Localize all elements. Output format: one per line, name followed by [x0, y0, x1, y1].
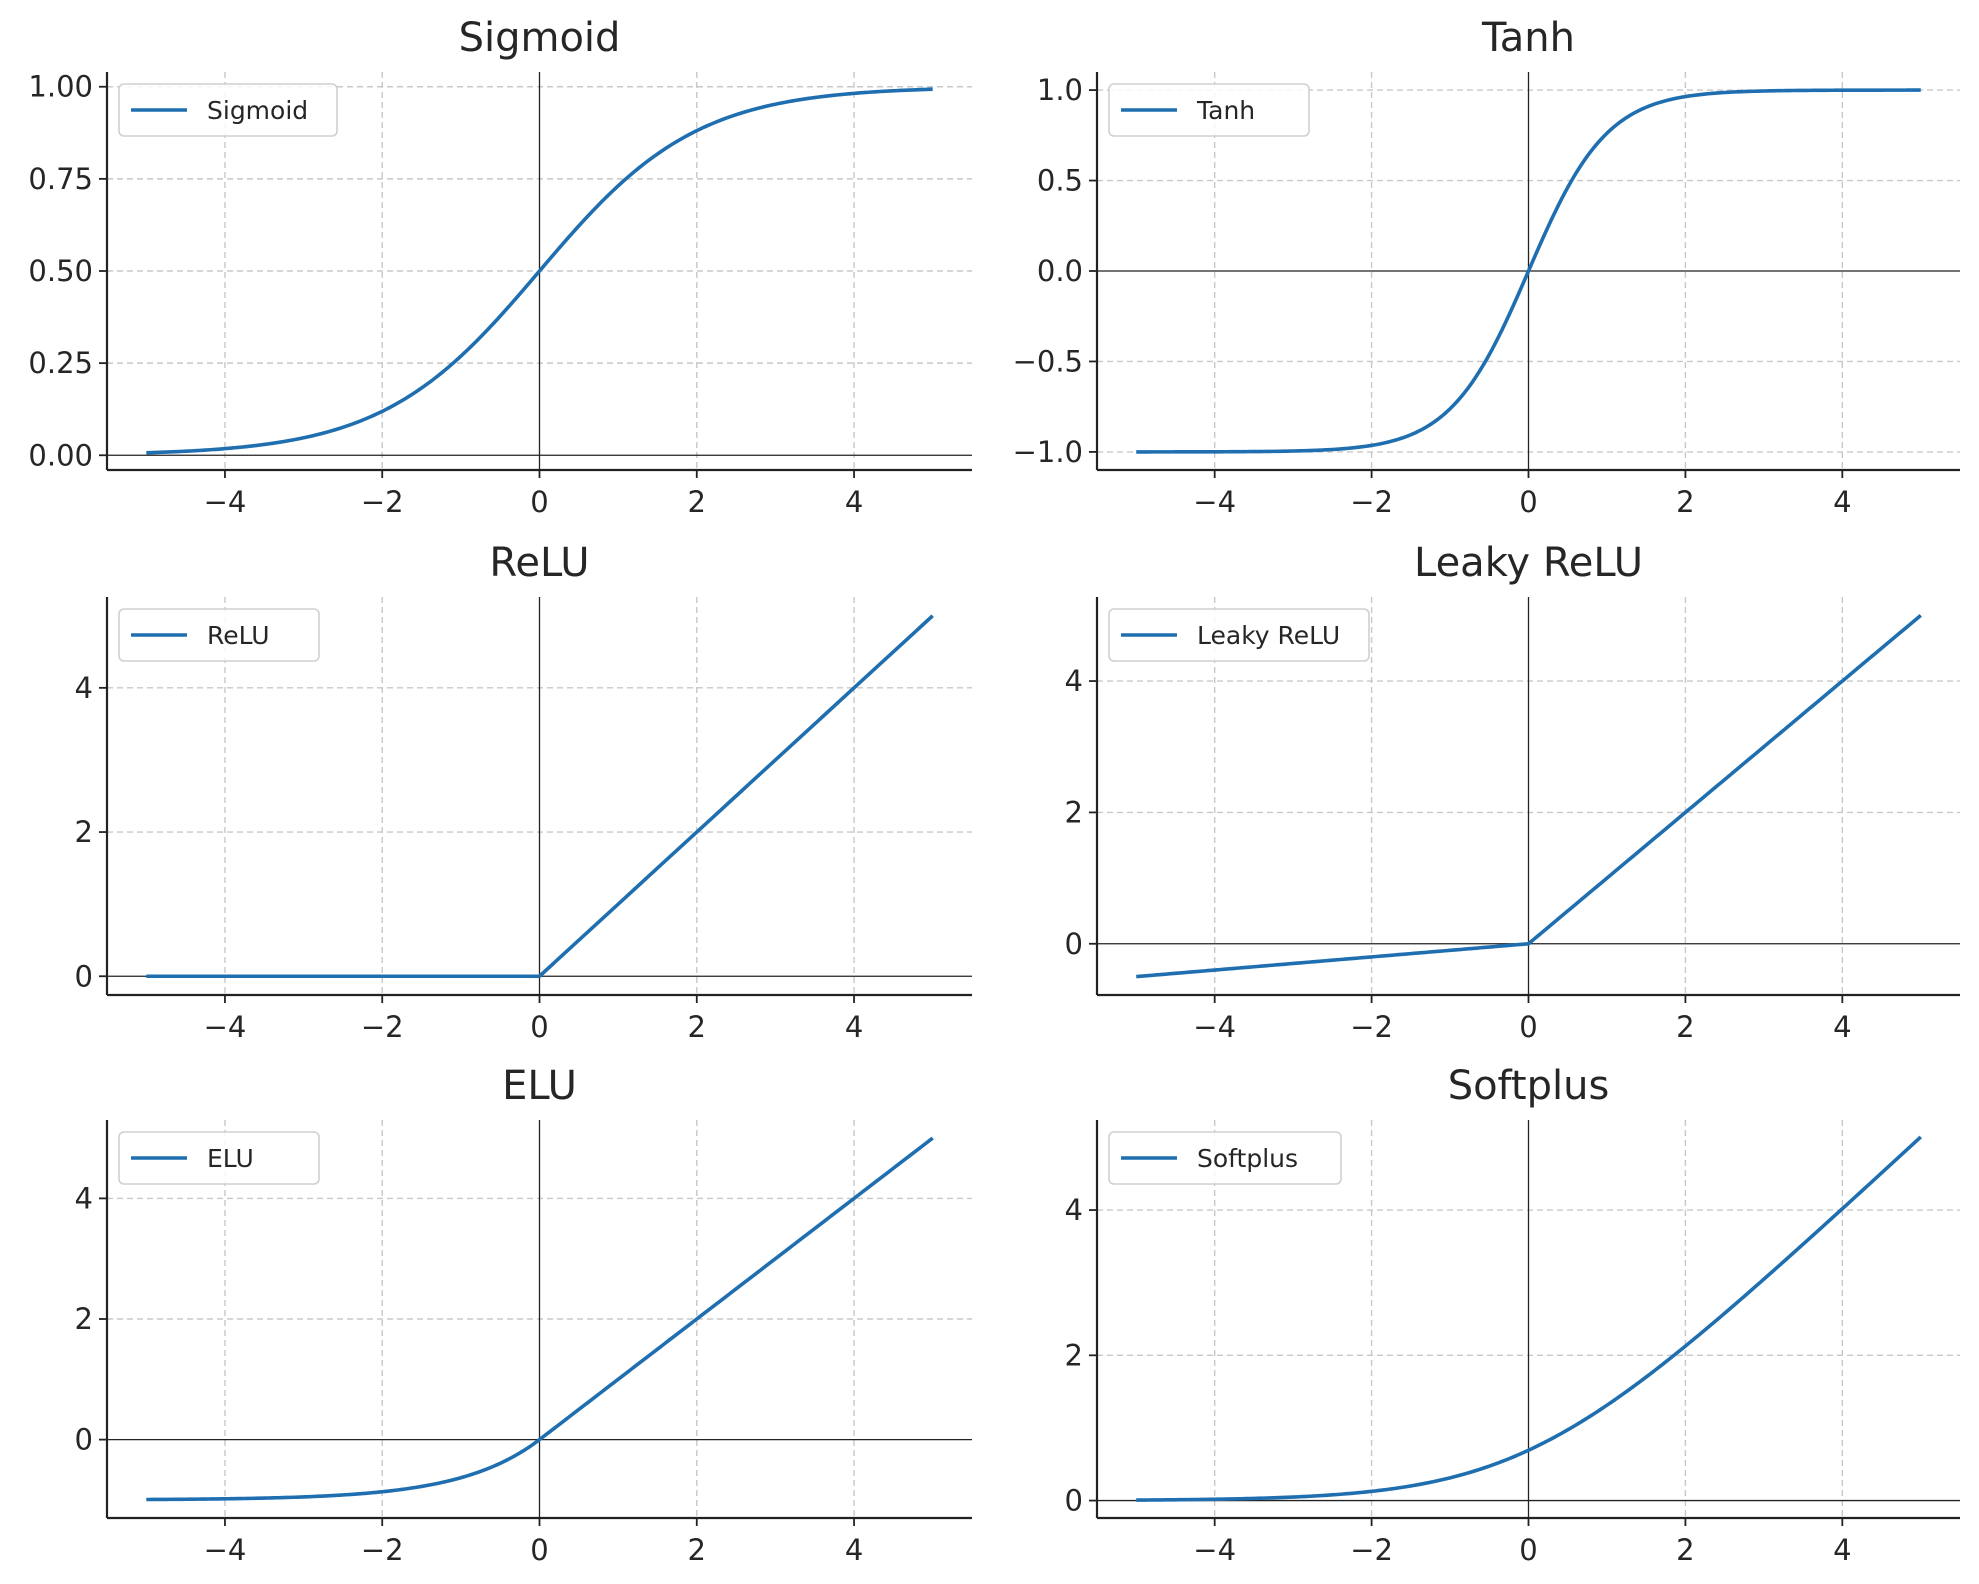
chart-title: ELU [502, 1063, 577, 1109]
x-tick-label: −2 [361, 1533, 404, 1567]
legend: Leaky ReLU [1108, 608, 1370, 662]
legend: ELU [118, 1131, 320, 1185]
series-line [1136, 614, 1922, 979]
x-tick-label: −4 [204, 485, 247, 519]
y-tick-label: 2 [1065, 1338, 1083, 1372]
series-line [146, 614, 934, 979]
x-tick-label: 0 [530, 1010, 548, 1044]
x-tick-label: −2 [1350, 1010, 1393, 1044]
x-tick-label: −2 [1350, 1533, 1393, 1567]
legend: Sigmoid [118, 83, 338, 137]
x-tick-label: −4 [204, 1533, 247, 1567]
y-tick-label: 1.0 [1037, 73, 1083, 107]
series-line [1136, 88, 1921, 454]
x-tick-label: 4 [1833, 1010, 1851, 1044]
x-tick-label: 0 [1519, 1010, 1537, 1044]
x-tick-label: −4 [204, 1010, 247, 1044]
x-tick-label: −2 [1350, 485, 1393, 519]
y-tick-label: 4 [1065, 1193, 1083, 1227]
series-line [1136, 1135, 1922, 1502]
x-tick-label: 2 [688, 1010, 706, 1044]
y-tick-label: 1.00 [28, 70, 93, 104]
y-tick-label: 2 [75, 1302, 93, 1336]
chart-panel-leaky-relu: −4 −2 0 2 4 0 2 4 Leaky ReLU Leaky ReLU [1065, 540, 1960, 1044]
y-tick-label: 0.5 [1037, 164, 1083, 198]
legend-label: ReLU [207, 621, 270, 650]
chart-title: ReLU [489, 540, 589, 586]
series-line [146, 87, 933, 455]
x-tick-label: 4 [1833, 485, 1851, 519]
chart-title: Softplus [1448, 1063, 1610, 1109]
legend: ReLU [118, 608, 320, 662]
x-tick-label: 2 [1676, 1533, 1694, 1567]
y-tick-label: 0.50 [28, 254, 93, 288]
y-tick-label: 0.75 [28, 162, 93, 196]
legend: Tanh [1108, 83, 1310, 137]
legend-label: Softplus [1197, 1144, 1298, 1173]
legend-box [118, 608, 320, 662]
chart-panel-tanh: −4 −2 0 2 4 −1.0 −0.5 0.0 0.5 1.0 Tanh Tanh [1013, 15, 1960, 519]
legend-box [1108, 83, 1310, 137]
y-tick-label: 2 [75, 815, 93, 849]
y-tick-label: 4 [75, 671, 93, 705]
x-tick-label: 0 [1519, 1533, 1537, 1567]
y-tick-label: 0.0 [1037, 254, 1083, 288]
legend-box [1108, 608, 1370, 662]
x-tick-label: 0 [530, 485, 548, 519]
y-tick-label: 2 [1065, 795, 1083, 829]
chart-title: Leaky ReLU [1414, 540, 1643, 586]
chart-panel-sigmoid: −4 −2 0 2 4 0.00 0.25 0.50 0.75 1.00 Sigmoid Sigmoi… [28, 15, 972, 519]
y-tick-label: 4 [1065, 664, 1083, 698]
x-tick-label: −4 [1193, 1533, 1236, 1567]
y-tick-label: 0 [75, 1423, 93, 1457]
x-tick-label: 4 [845, 485, 863, 519]
chart-panel-softplus: −4 −2 0 2 4 0 2 4 Softplus Softplus [1065, 1063, 1960, 1567]
legend-box [118, 1131, 320, 1185]
x-tick-label: 4 [845, 1533, 863, 1567]
y-tick-label: −0.5 [1013, 344, 1083, 378]
chart-title: Sigmoid [459, 15, 621, 61]
y-tick-label: 0.00 [28, 438, 93, 472]
x-tick-label: −4 [1193, 485, 1236, 519]
x-tick-label: 0 [530, 1533, 548, 1567]
legend-label: ELU [207, 1144, 254, 1173]
x-tick-label: −2 [361, 1010, 404, 1044]
y-tick-label: 4 [75, 1181, 93, 1215]
y-tick-label: 0 [75, 959, 93, 993]
chart-panel-elu: −4 −2 0 2 4 0 2 4 ELU ELU [75, 1063, 972, 1567]
legend-box [118, 83, 338, 137]
legend-label: Tanh [1196, 96, 1255, 125]
y-tick-label: 0.25 [28, 346, 93, 380]
chart-panel-relu: −4 −2 0 2 4 0 2 4 ReLU ReLU [75, 540, 972, 1044]
x-tick-label: 2 [1676, 1010, 1694, 1044]
legend-label: Leaky ReLU [1197, 621, 1340, 650]
x-tick-label: 4 [1833, 1533, 1851, 1567]
x-tick-label: 2 [688, 1533, 706, 1567]
x-tick-label: 2 [688, 485, 706, 519]
x-tick-label: −2 [361, 485, 404, 519]
chart-title: Tanh [1481, 15, 1575, 61]
legend: Softplus [1108, 1131, 1342, 1185]
y-tick-label: 0 [1065, 1484, 1083, 1518]
legend-label: Sigmoid [207, 96, 308, 125]
series-line [146, 1136, 934, 1502]
x-tick-label: 2 [1676, 485, 1694, 519]
y-tick-label: −1.0 [1013, 435, 1083, 469]
x-tick-label: 0 [1519, 485, 1537, 519]
x-tick-label: 4 [845, 1010, 863, 1044]
legend-box [1108, 1131, 1342, 1185]
y-tick-label: 0 [1065, 927, 1083, 961]
x-tick-label: −4 [1193, 1010, 1236, 1044]
